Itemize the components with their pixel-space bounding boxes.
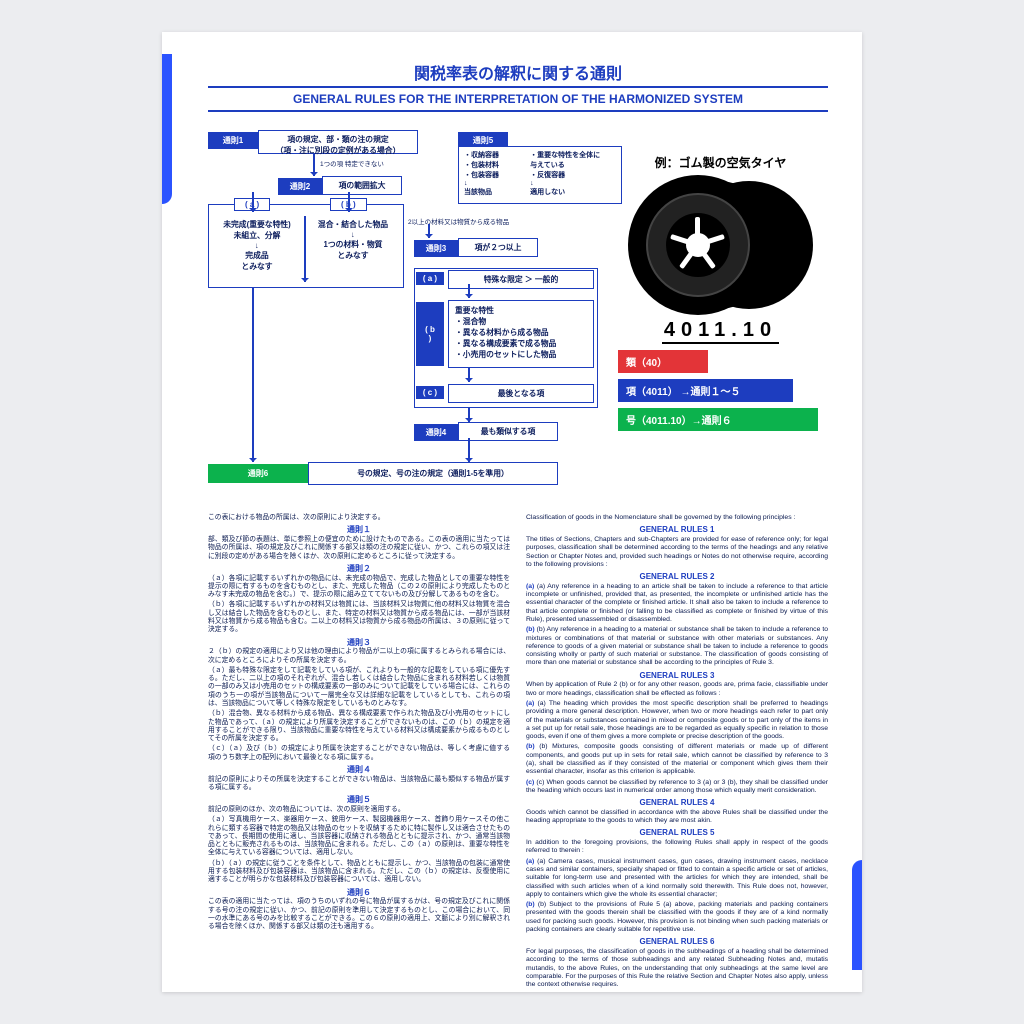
- jp-p6: この表の適用に当たっては、項のうちのいずれの号に物品が属するかは、号の規定及びこ…: [208, 898, 510, 931]
- decor-top: [162, 54, 172, 204]
- arrow: [252, 288, 254, 462]
- jp-title-4: 通則４: [208, 765, 510, 775]
- jp-title-1: 通則１: [208, 525, 510, 535]
- jp-intro: この表における物品の所属は、次の原則により決定する。: [208, 514, 510, 522]
- jp-p1: 部、類及び節の表題は、単に参照上の便宜のために設けたものである。この表の適用に当…: [208, 536, 510, 561]
- r5-body: ・収納容器 ・包装材料 ・包装容器 ↓ 当該物品 ・重要な特性を全体に 与えてい…: [458, 146, 622, 204]
- r2b-body: 混合・結合した物品 ↓ 1つの材料・物質 とみなす: [308, 216, 398, 282]
- document-page: 関税率表の解釈に関する通則 GENERAL RULES FOR THE INTE…: [162, 32, 862, 992]
- tag-chapter: 類（40）: [618, 350, 708, 373]
- r2-body: 項の範囲拡大: [322, 176, 402, 195]
- tire-caption: 例：ゴム製の空気タイヤ: [618, 154, 823, 171]
- jp-p5lead: 前記の原則のほか、次の物品については、次の原則を適用する。: [208, 806, 510, 814]
- arrow: [468, 408, 470, 422]
- arrow: [468, 438, 470, 462]
- rules-columns: この表における物品の所属は、次の原則により決定する。 通則１ 部、類及び節の表題…: [208, 514, 828, 991]
- arrow: [348, 192, 350, 212]
- en-p5b: (b) Subject to the provisions of Rule 5 …: [526, 901, 828, 933]
- jp-p3b: （ｂ）混合物、異なる材料から成る物品、異なる構成要素で作られた物品及び小売用のセ…: [208, 710, 510, 743]
- en-p2b: (b) Any reference in a heading to a mate…: [526, 626, 828, 666]
- tag-heading: 項（4011） →通則１〜５: [618, 379, 793, 402]
- tire-example: 例：ゴム製の空気タイヤ 4011.10 類（40） 項（4011） →通則１〜５: [618, 154, 823, 431]
- divider: [304, 216, 306, 282]
- rules-en: Classification of goods in the Nomenclat…: [526, 514, 828, 991]
- decor-bottom: [852, 860, 862, 970]
- r3a-head: ( a ): [416, 272, 444, 285]
- r1-arrow-label: 1つの項 特定できない: [320, 158, 384, 168]
- arrow: [468, 368, 470, 382]
- en-p1: The titles of Sections, Chapters and sub…: [526, 536, 828, 569]
- en-p3b: (b) Mixtures, composite goods consisting…: [526, 743, 828, 775]
- flowchart: 通則1 項の規定、部・類の注の規定 （項・注に別段の定例がある場合） 1つの項 …: [208, 124, 828, 504]
- r5-col2: ・重要な特性を全体に 与えている ・反復容器 ↓ 適用しない: [530, 150, 616, 200]
- r4-body: 最も類似する項: [458, 422, 558, 441]
- en-p2a: (a) Any reference in a heading to an art…: [526, 583, 828, 623]
- r2-right: 2以上の材料又は物質から成る物品: [408, 216, 509, 226]
- r3c-body: 最後となる項: [448, 384, 594, 403]
- en-p3lead: When by application of Rule 2 (b) or for…: [526, 681, 828, 698]
- jp-p3lead: ２（ｂ）の規定の適用により又は他の理由により物品が二以上の項に属するとみられる場…: [208, 648, 510, 665]
- jp-title-5: 通則５: [208, 795, 510, 805]
- title-jp: 関税率表の解釈に関する通則: [208, 60, 828, 84]
- en-title-3: GENERAL RULES 3: [526, 671, 828, 681]
- jp-title-3: 通則３: [208, 638, 510, 648]
- r3b-head: ( b ): [416, 302, 444, 366]
- r3-body: 項が２つ以上: [458, 238, 538, 257]
- jp-p5b: （ｂ）（ａ）の規定に従うことを条件として、物品とともに提示し、かつ、当該物品の包…: [208, 860, 510, 885]
- r6-head: 通則6: [208, 464, 308, 483]
- jp-title-2: 通則２: [208, 564, 510, 574]
- en-p5lead: In addition to the foregoing provisions,…: [526, 839, 828, 856]
- en-intro: Classification of goods in the Nomenclat…: [526, 514, 828, 522]
- jp-title-6: 通則６: [208, 888, 510, 898]
- r1-body: 項の規定、部・類の注の規定 （項・注に別段の定例がある場合）: [258, 130, 418, 154]
- arrow: [313, 154, 315, 176]
- en-p6: For legal purposes, the classification o…: [526, 948, 828, 989]
- jp-p4: 前記の原則によりその所属を決定することができない物品は、当該物品に最も類似する物…: [208, 776, 510, 793]
- jp-p3c: （ｃ）（ａ）及び（ｂ）の規定により所属を決定することができない物品は、等しく考慮…: [208, 745, 510, 762]
- tire-graphic: [628, 175, 813, 315]
- r3-head: 通則3: [414, 240, 458, 257]
- r4-head: 通則4: [414, 424, 458, 441]
- r2a-body: 未完成(重要な特性) 未組立、分解 ↓ 完成品 とみなす: [214, 216, 300, 282]
- r3c-head: ( c ): [416, 386, 444, 399]
- en-title-1: GENERAL RULES 1: [526, 525, 828, 535]
- jp-p3a: （ａ）最も特殊な限定をして記載をしている項が、これよりも一般的な記載をしている項…: [208, 667, 510, 708]
- r5-col1: ・収納容器 ・包装材料 ・包装容器 ↓ 当該物品: [464, 150, 530, 200]
- r3b-body: 重要な特性 ・混合物 ・異なる材料から成る物品 ・異なる構成要素で成る物品 ・小…: [448, 300, 594, 368]
- r2-head: 通則2: [278, 178, 322, 195]
- jp-p2a: （ａ）各項に記載するいずれかの物品には、未完成の物品で、完成した物品としての重要…: [208, 575, 510, 600]
- en-p4: Goods which cannot be classified in acco…: [526, 809, 828, 826]
- tag-subheading: 号（4011.10）→通則６: [618, 408, 818, 431]
- en-title-2: GENERAL RULES 2: [526, 572, 828, 582]
- tire-hs-code: 4011.10: [662, 319, 779, 344]
- en-title-4: GENERAL RULES 4: [526, 798, 828, 808]
- arrow: [252, 192, 254, 212]
- en-title-6: GENERAL RULES 6: [526, 937, 828, 947]
- rules-jp: この表における物品の所属は、次の原則により決定する。 通則１ 部、類及び節の表題…: [208, 514, 510, 991]
- title-en: GENERAL RULES FOR THE INTERPRETATION OF …: [208, 86, 828, 112]
- r1-head: 通則1: [208, 132, 258, 149]
- jp-p2b: （ｂ）各項に記載するいずれかの材料又は物質には、当該材料又は物質に他の材料又は物…: [208, 601, 510, 634]
- r6-body: 号の規定、号の注の規定（通則1-5を準用）: [308, 462, 558, 485]
- jp-p5a: （ａ）写真機用ケース、楽器用ケース、銃用ケース、製図機器用ケース、首飾り用ケース…: [208, 816, 510, 857]
- en-p3a: (a) The heading which provides the most …: [526, 700, 828, 740]
- en-title-5: GENERAL RULES 5: [526, 828, 828, 838]
- en-p3c: (c) When goods cannot be classified by r…: [526, 779, 828, 794]
- arrow: [428, 224, 430, 238]
- arrow: [468, 284, 470, 298]
- en-p5a: (a) Camera cases, musical instrument cas…: [526, 858, 828, 898]
